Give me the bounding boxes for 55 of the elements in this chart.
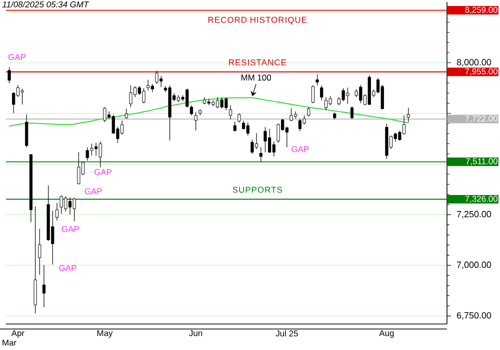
ref-line-label: 7,722.00	[465, 116, 498, 123]
candlestick	[34, 206, 37, 314]
x-tick-label: May	[97, 330, 113, 338]
candlestick	[242, 120, 246, 130]
candlestick	[216, 96, 220, 109]
candlestick	[311, 85, 314, 104]
candlestick	[176, 94, 180, 103]
annotation: GAP	[84, 188, 102, 194]
candlestick	[264, 126, 267, 153]
ref-line-label: 7,326.00	[465, 196, 498, 203]
annotation: RESISTANCE	[229, 59, 286, 66]
x-tick-label: Apr	[11, 330, 24, 338]
candlestick	[190, 104, 194, 116]
y-tick-label: 7,000.00	[456, 262, 492, 269]
ref-line-label: 8,259.00	[465, 6, 498, 14]
candlestick	[12, 92, 16, 114]
candlestick	[55, 202, 59, 221]
y-tick-label: 7,250.00	[456, 210, 492, 218]
candlestick	[194, 112, 198, 131]
candlestick	[68, 197, 72, 215]
annotation: SUPPORTS	[232, 186, 282, 193]
candlestick	[350, 106, 354, 120]
candlestick	[20, 88, 24, 105]
candlestick	[168, 85, 172, 141]
chart-title: 11/08/2025 05:34 GMT	[2, 1, 90, 8]
annotation: RECORD HISTORIQUE	[208, 16, 307, 24]
candlestick	[38, 228, 42, 276]
candlestick	[254, 132, 258, 150]
candlestick	[129, 85, 132, 108]
candlestick	[25, 114, 28, 148]
x-tick-label: Aug	[379, 330, 394, 338]
candlestick	[29, 154, 32, 222]
x-tick-label: Jun	[189, 330, 202, 336]
y-tick-label: 6,750.00	[456, 312, 492, 320]
candlestick	[98, 141, 102, 168]
y-tick-label: 8,000.00	[456, 59, 492, 66]
candlestick	[324, 96, 328, 111]
candlestick	[202, 96, 206, 105]
candlestick	[42, 264, 46, 308]
x-tick-label: Mar	[2, 340, 16, 346]
candlestick	[77, 152, 80, 184]
annotation: GAP	[94, 169, 112, 176]
x-tick-label: Jul 25	[276, 330, 298, 336]
annotation: GAP	[292, 146, 309, 152]
annotation: GAP	[62, 226, 79, 232]
candlestick	[406, 107, 410, 122]
annotation: GAP	[59, 264, 76, 271]
candlestick	[72, 198, 76, 222]
annotation: GAP	[8, 54, 26, 60]
text: MM 100	[241, 74, 271, 81]
ref-line-label: 7,955.00	[465, 68, 498, 76]
candlestick	[94, 142, 98, 156]
candlestick	[228, 104, 232, 120]
candlestick	[259, 146, 262, 162]
ref-line-label: 7,511.00	[466, 158, 498, 166]
